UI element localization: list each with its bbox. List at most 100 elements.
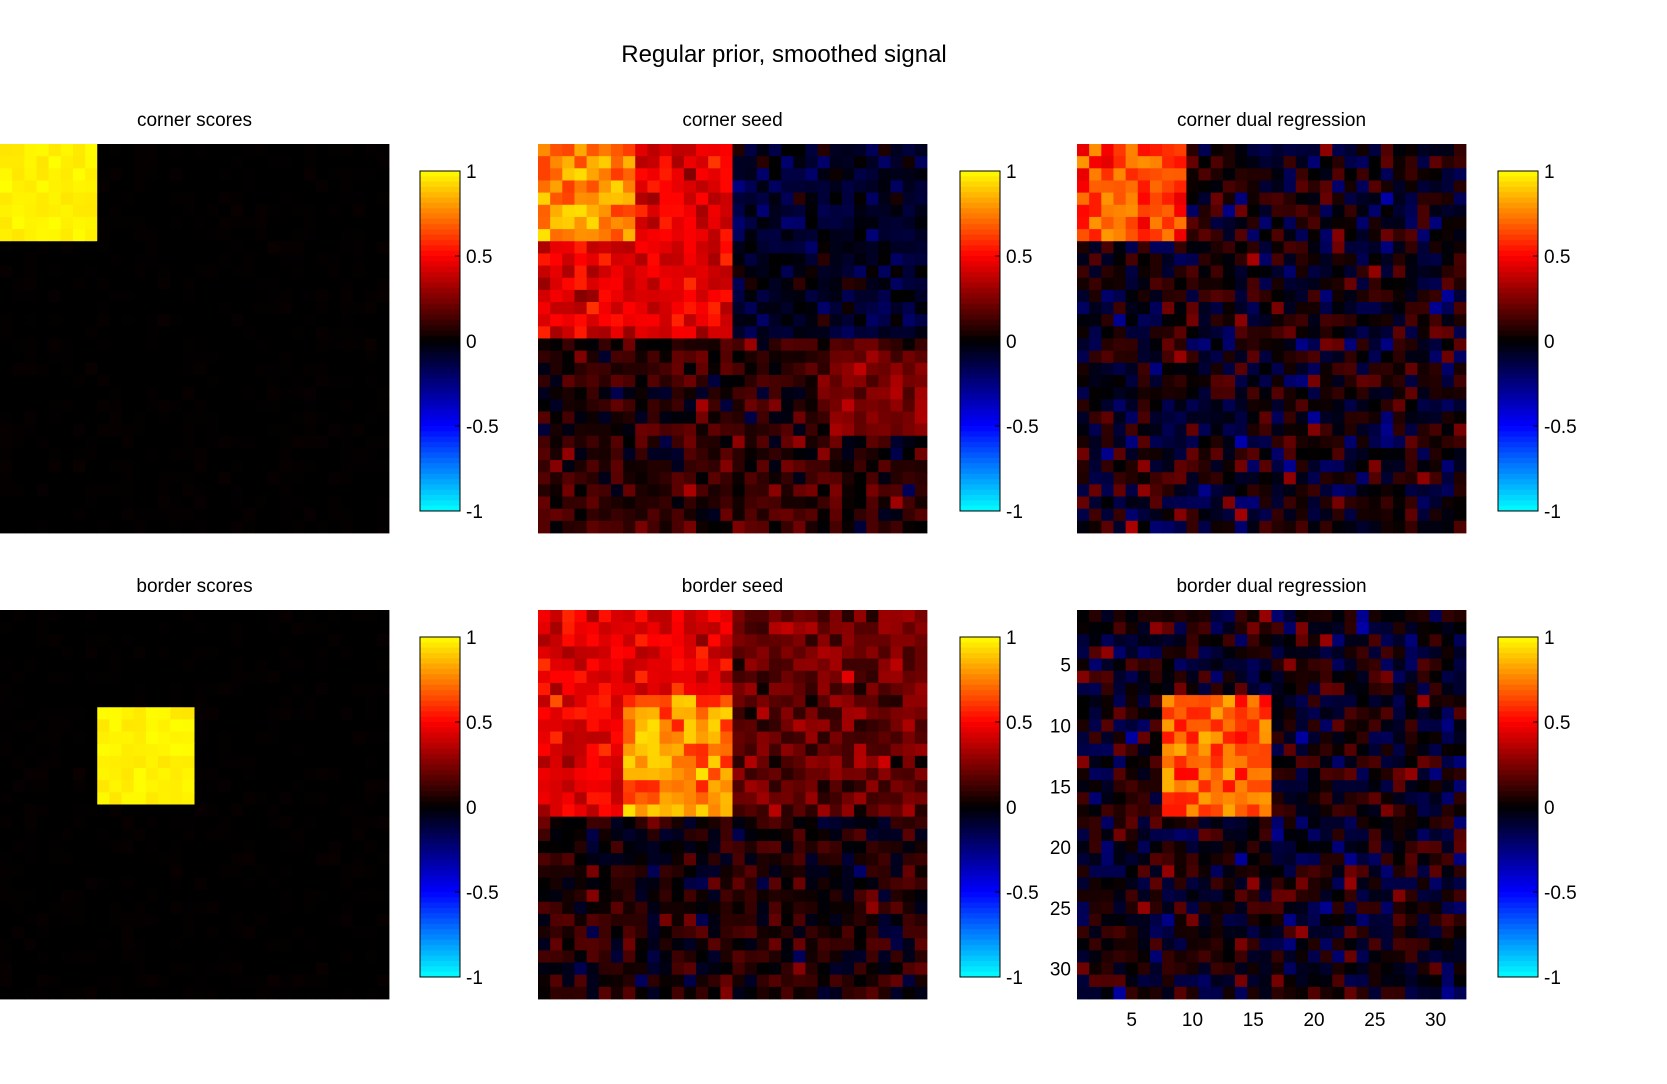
heatmap-cell [255,265,268,279]
heatmap-cell [36,950,50,963]
heatmap-cell [121,399,135,412]
heatmap-cell [1247,168,1260,181]
heatmap-cell [1380,423,1394,437]
heatmap-cell [85,253,98,266]
heatmap-cell [60,889,74,903]
heatmap-cell [267,682,280,696]
heatmap-cell [133,828,147,842]
heatmap-cell [732,253,746,266]
heatmap-cell [756,229,770,242]
heatmap-cell [218,792,232,805]
heatmap-cell [659,707,673,720]
heatmap-cell [1429,374,1443,388]
heatmap-cell [340,302,353,315]
heatmap-cell [36,216,50,230]
heatmap-cell [243,780,256,793]
heatmap-cell [72,277,86,291]
heatmap-cell [744,350,758,364]
heatmap-cell [768,447,782,461]
heatmap-cell [610,180,624,194]
heatmap-cell [255,253,268,266]
heatmap-cell [121,144,135,157]
heatmap-cell [0,828,13,842]
colorbar-segment [960,505,1000,512]
heatmap-cell [756,792,770,805]
heatmap-cell [1210,302,1224,315]
colorbar-segment [960,240,1000,246]
heatmap-cell [243,743,256,757]
heatmap-cell [1162,302,1175,315]
heatmap-cell [60,622,74,635]
heatmap-cell [902,484,916,497]
heatmap-cell [1332,180,1345,194]
heatmap-cell [158,192,171,206]
heatmap-cell [683,399,697,412]
heatmap-cell [756,144,770,157]
heatmap-cell [854,719,867,732]
heatmap-cell [243,974,256,988]
heatmap-cell [60,828,74,842]
colorbar-segment [960,341,1000,347]
heatmap-cell [598,634,612,647]
heatmap-cell [1332,460,1345,473]
heatmap-cell [1137,168,1151,181]
heatmap-cell [708,719,721,732]
heatmap-cell [60,719,74,732]
heatmap-cell [1295,204,1309,218]
heatmap-cell [267,204,280,218]
heatmap-cell [817,168,831,181]
heatmap-cell [267,508,280,522]
colorbar-segment [1498,256,1538,262]
heatmap-cell [793,816,806,830]
heatmap-cell [170,926,183,939]
heatmap-cell [696,374,709,388]
colorbar-segment [420,229,460,236]
heatmap-cell [1307,314,1321,327]
heatmap-cell [170,865,183,878]
heatmap-cell [0,889,13,903]
heatmap-cell [659,792,673,805]
heatmap-cell [230,707,244,720]
heatmap-cell [328,289,341,303]
heatmap-cell [1380,472,1394,485]
heatmap-cell [708,168,721,181]
heatmap-cell [145,622,159,635]
heatmap-cell [1101,387,1114,400]
heatmap-cell [145,804,159,818]
heatmap-cell [218,216,232,230]
heatmap-cell [1393,314,1406,327]
heatmap-cell [683,792,697,805]
heatmap-cell [303,755,317,769]
heatmap-cell [902,374,916,388]
heatmap-cell [538,520,551,534]
heatmap-cell [1307,192,1321,206]
heatmap-cell [866,314,879,327]
heatmap-cell [902,156,916,169]
heatmap-cell [376,670,390,684]
heatmap-cell [659,314,673,327]
heatmap-cell [598,192,612,206]
heatmap-cell [170,216,183,230]
heatmap-cell [1162,423,1175,437]
heatmap-cell [218,265,232,279]
heatmap-cell [121,682,135,696]
heatmap-cell [182,695,195,708]
heatmap-cell [170,460,183,473]
heatmap-cell [12,707,25,720]
heatmap-cell [732,289,746,303]
heatmap-cell [1283,192,1297,206]
heatmap-cell [364,447,378,461]
heatmap-cell [793,447,806,461]
heatmap-cell [768,338,782,352]
heatmap-cell [671,670,685,684]
heatmap-cell [610,241,624,254]
heatmap-cell [267,156,280,169]
heatmap-cell [12,926,25,939]
heatmap-cell [623,472,636,485]
heatmap-cell [328,755,341,769]
heatmap-cell [109,804,122,818]
heatmap-cell [1441,508,1455,522]
heatmap-cell [562,610,575,623]
heatmap-cell [659,780,673,793]
heatmap-cell [145,338,159,352]
